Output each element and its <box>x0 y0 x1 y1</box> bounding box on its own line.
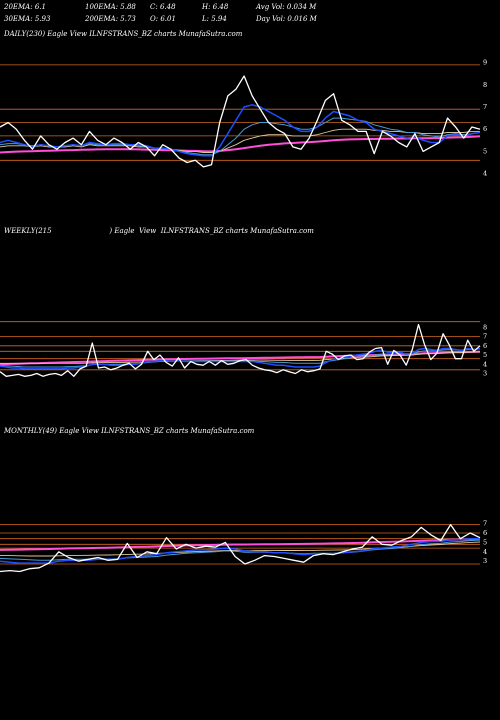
indicator-header: 20EMA: 6.1 100EMA: 5.88 C: 6.48 H: 6.48 … <box>3 3 318 23</box>
daily-y-tick-3: 6 <box>483 125 487 133</box>
monthly-y-tick-3: 4 <box>483 548 487 556</box>
daily-y-tick-0: 9 <box>483 59 487 67</box>
monthly-y-tick-4: 3 <box>483 557 487 565</box>
daily-ema-long-line <box>0 135 481 154</box>
daily-y-tick-4: 5 <box>483 147 487 155</box>
header-avg-vol: Avg Vol: 0.034 M <box>255 3 317 11</box>
monthly-y-tick-1: 6 <box>483 529 487 537</box>
weekly-y-tick-3: 5 <box>483 351 487 359</box>
header-200ema: 200EMA: 5.73 <box>84 15 136 23</box>
header-close: C: 6.48 <box>150 3 176 11</box>
daily-y-tick-1: 8 <box>483 81 487 89</box>
header-low: L: 5.94 <box>201 15 227 23</box>
header-20ema: 20EMA: 6.1 <box>3 3 46 11</box>
daily-y-tick-5: 4 <box>483 170 487 178</box>
monthly-panel-title: MONTHLY(49) Eagle View ILNFSTRANS_BZ cha… <box>3 427 255 435</box>
weekly-y-tick-5: 3 <box>483 370 487 378</box>
monthly-ema-mid-line <box>0 539 481 561</box>
header-100ema: 100EMA: 5.88 <box>85 3 136 11</box>
monthly-y-tick-0: 7 <box>483 520 487 528</box>
weekly-y-tick-2: 6 <box>483 342 487 350</box>
weekly-y-tick-4: 4 <box>483 360 487 368</box>
daily-ema-slow-line <box>0 128 480 153</box>
daily-price-line <box>0 75 481 168</box>
monthly-panel: 765 43 <box>0 520 487 573</box>
header-day-vol: Day Vol: 0.016 M <box>255 15 318 23</box>
daily-y-tick-2: 7 <box>483 103 487 111</box>
weekly-y-tick-1: 7 <box>483 333 487 341</box>
daily-panel: 9 8 7 6 5 4 <box>0 59 487 178</box>
header-30ema: 30EMA: 5.93 <box>4 15 51 23</box>
monthly-price-line <box>0 523 481 573</box>
weekly-price-line <box>0 323 481 377</box>
weekly-y-tick-0: 8 <box>483 323 487 331</box>
header-high: H: 6.48 <box>201 3 229 11</box>
daily-panel-title: DAILY(230) Eagle View ILNFSTRANS_BZ char… <box>3 30 243 38</box>
header-open: O: 6.01 <box>150 15 176 23</box>
daily-ema-fast-line <box>0 104 481 157</box>
monthly-y-tick-2: 5 <box>483 538 487 546</box>
weekly-ema-fast-line <box>0 347 481 370</box>
weekly-panel-title: WEEKLY(215 ) Eagle View ILNFSTRANS_BZ ch… <box>4 227 314 235</box>
